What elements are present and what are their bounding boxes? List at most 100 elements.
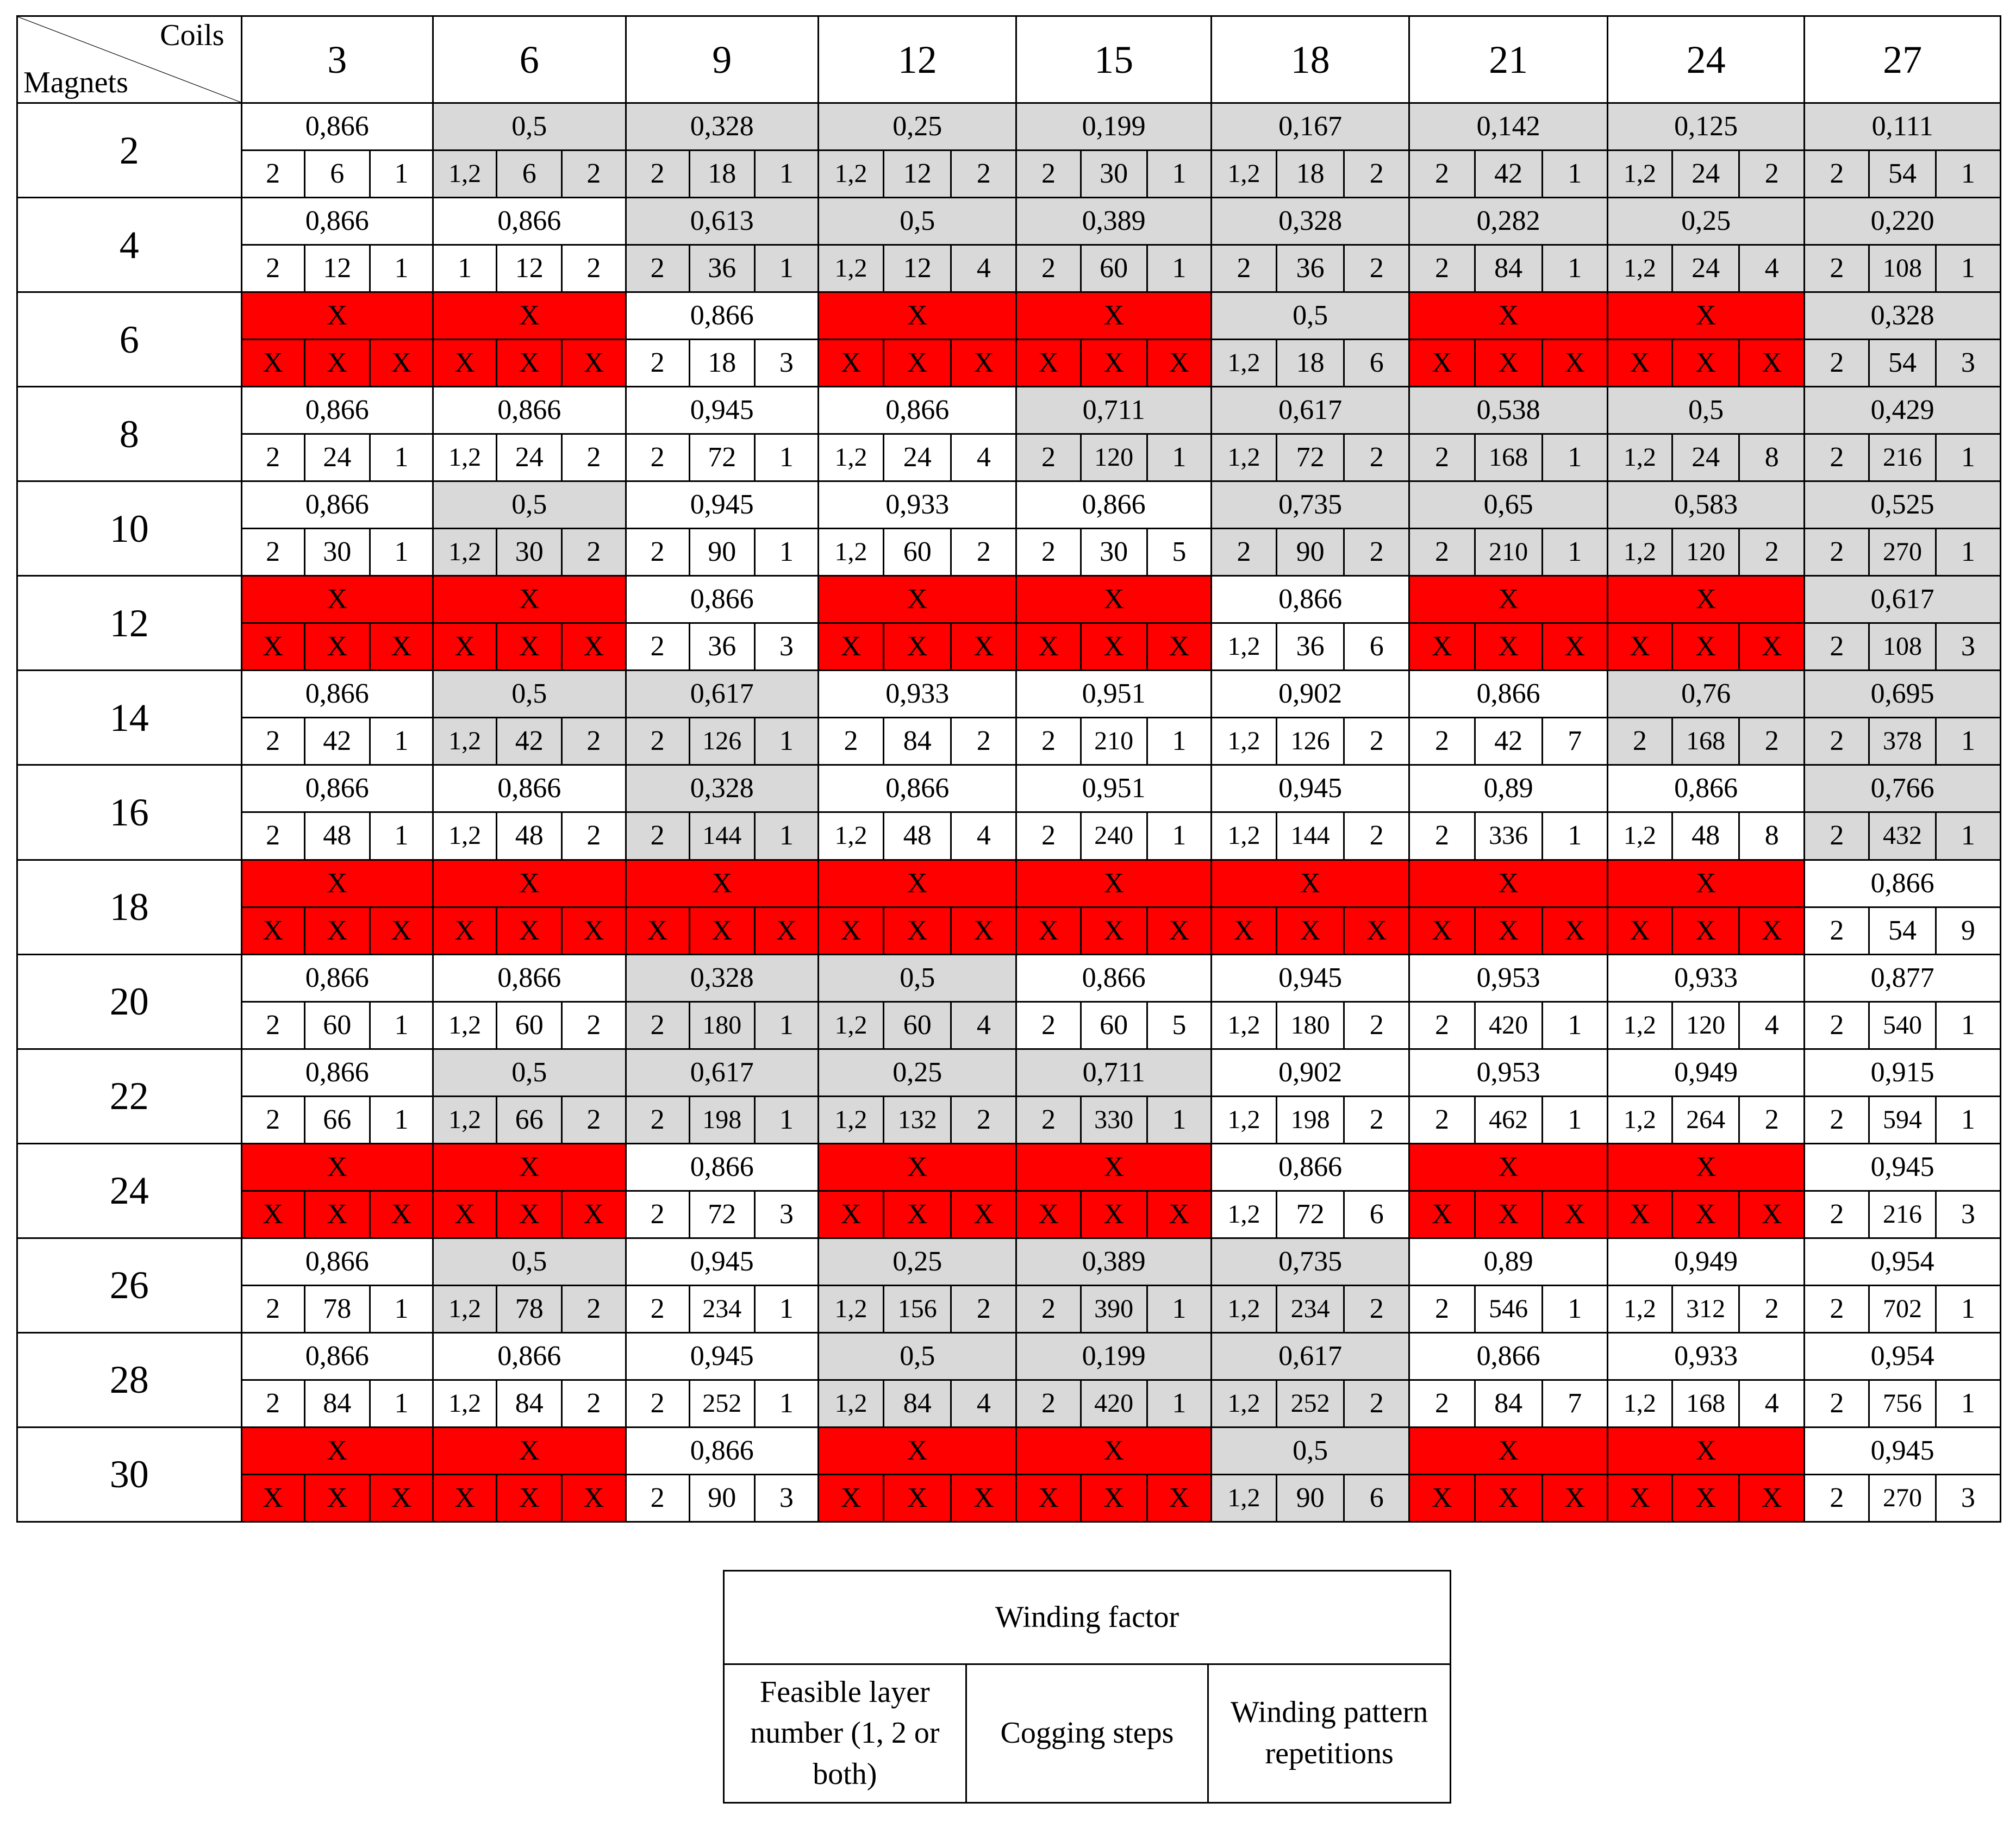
magnets-label: 10 (16, 480, 242, 577)
pattern-repetitions-cell: X (1541, 1473, 1608, 1523)
pattern-repetitions-cell: 1 (369, 528, 434, 577)
cogging-steps-cell: 78 (303, 1284, 371, 1334)
winding-factor-cell: X (1015, 291, 1212, 341)
layer-number-cell: 1,2 (1210, 1473, 1278, 1523)
layer-number-cell: 1,2 (432, 1379, 498, 1428)
cogging-steps-cell: 144 (1276, 811, 1345, 861)
pattern-repetitions-cell: 2 (561, 1284, 627, 1334)
cogging-steps-cell: 72 (1276, 433, 1345, 483)
winding-factor-cell: 0,125 (1606, 102, 1806, 152)
pattern-repetitions-cell: 1 (1934, 433, 2002, 483)
layer-number-cell: 1,2 (1210, 1379, 1278, 1428)
layer-number-cell: 2 (1408, 433, 1476, 483)
pattern-repetitions-cell: 1 (753, 149, 819, 199)
pattern-repetitions-cell: X (1146, 1473, 1212, 1523)
pattern-repetitions-cell: 2 (1343, 811, 1410, 861)
pattern-repetitions-cell: 5 (1146, 528, 1212, 577)
cogging-steps-cell: 18 (1276, 149, 1345, 199)
cogging-steps-cell: 210 (1079, 717, 1148, 766)
layer-number-cell: 2 (625, 1000, 690, 1050)
winding-factor-cell: 0,695 (1803, 669, 2001, 719)
pattern-repetitions-cell: 3 (1934, 1190, 2002, 1239)
layer-number-cell: 2 (1408, 1379, 1476, 1428)
layer-number-cell: 2 (625, 1095, 690, 1144)
pattern-repetitions-cell: 1 (1541, 1095, 1608, 1144)
layer-number-cell: 1,2 (817, 149, 885, 199)
winding-factor-cell: 0,538 (1408, 386, 1608, 435)
winding-factor-cell: X (1408, 1426, 1608, 1475)
winding-factor-cell: 0,866 (432, 197, 627, 246)
winding-factor-cell: 0,5 (1606, 386, 1806, 435)
cogging-steps-cell: 216 (1868, 1190, 1937, 1239)
winding-factor-cell: 0,617 (1210, 386, 1410, 435)
cogging-steps-cell: 60 (883, 528, 952, 577)
winding-factor-cell: 0,866 (240, 1048, 434, 1097)
cogging-steps-cell: 234 (688, 1284, 756, 1334)
cogging-steps-cell: 144 (688, 811, 756, 861)
pattern-repetitions-cell: 2 (561, 244, 627, 293)
pattern-repetitions-cell: 2 (1738, 1095, 1806, 1144)
pattern-repetitions-cell: 4 (950, 1379, 1018, 1428)
winding-factor-cell: 0,933 (1606, 1331, 1806, 1381)
layer-number-cell: X (1408, 1190, 1476, 1239)
layer-number-cell: 2 (1408, 528, 1476, 577)
pattern-repetitions-cell: 1 (753, 528, 819, 577)
winding-factor-cell: 0,953 (1408, 1048, 1608, 1097)
winding-factor-cell: X (240, 859, 434, 908)
pattern-repetitions-cell: 3 (1934, 622, 2002, 672)
cogging-steps-cell: X (688, 906, 756, 955)
cogging-steps-cell: 48 (1671, 811, 1740, 861)
cogging-steps-cell: 180 (688, 1000, 756, 1050)
winding-factor-cell: 0,866 (240, 102, 434, 152)
pattern-repetitions-cell: 6 (1343, 1190, 1410, 1239)
detail-row: 2 24 1 1,2 24 2 2 72 1 1,2 24 4 2 120 1 1,2 72 2 2 168 1 1,2 2… (17, 433, 2002, 483)
layer-number-cell: 1,2 (1210, 1000, 1278, 1050)
cogging-steps-cell: X (1671, 1190, 1740, 1239)
pattern-repetitions-cell: 1 (369, 244, 434, 293)
layer-number-cell: 1,2 (817, 528, 885, 577)
pattern-repetitions-cell: 2 (1343, 149, 1410, 199)
pattern-repetitions-cell: 2 (1343, 244, 1410, 293)
layer-number-cell: X (1210, 906, 1278, 955)
pattern-repetitions-cell: X (1146, 1190, 1212, 1239)
coils-header-3: 3 (240, 15, 434, 104)
pattern-repetitions-cell: 2 (561, 149, 627, 199)
cogging-steps-cell: X (303, 622, 371, 672)
cogging-steps-cell: 216 (1868, 433, 1937, 483)
pattern-repetitions-cell: 2 (1738, 717, 1806, 766)
winding-factor-cell: 0,199 (1015, 102, 1212, 152)
corner-header: Coils Magnets (16, 15, 242, 104)
layer-number-cell: X (817, 1473, 885, 1523)
layer-number-cell: X (817, 339, 885, 388)
pattern-repetitions-cell: X (369, 622, 434, 672)
cogging-steps-cell: 120 (1671, 1000, 1740, 1050)
layer-number-cell: 2 (240, 1379, 305, 1428)
winding-factor-cell: 0,25 (1606, 197, 1806, 246)
cogging-steps-cell: 36 (688, 244, 756, 293)
cogging-steps-cell: X (1079, 622, 1148, 672)
winding-factor-cell: 0,866 (817, 386, 1018, 435)
winding-factor-cell: 0,866 (1210, 1142, 1410, 1192)
winding-factor-cell: 0,735 (1210, 480, 1410, 530)
winding-factor-cell: 0,735 (1210, 1237, 1410, 1286)
pattern-repetitions-cell: 2 (561, 528, 627, 577)
layer-number-cell: 1,2 (432, 1000, 498, 1050)
cogging-steps-cell: 312 (1671, 1284, 1740, 1334)
cogging-steps-cell: 198 (1276, 1095, 1345, 1144)
layer-number-cell: X (1606, 1473, 1674, 1523)
cogging-steps-cell: 84 (1474, 244, 1543, 293)
winding-factor-cell: 0,954 (1803, 1237, 2001, 1286)
layer-number-cell: 1,2 (817, 244, 885, 293)
coils-header-9: 9 (625, 15, 819, 104)
pattern-repetitions-cell: X (950, 622, 1018, 672)
coils-header-24: 24 (1606, 15, 1806, 104)
layer-number-cell: 1,2 (1606, 528, 1674, 577)
detail-row: 2 12 1 1 12 2 2 36 1 1,2 12 4 2 60 1 2 36 2 2 84 1 1,2 24 4 2 108… (17, 244, 2002, 293)
cogging-steps-cell: 72 (688, 1190, 756, 1239)
winding-factor-cell: X (1606, 1142, 1806, 1192)
winding-factor-cell: 0,954 (1803, 1331, 2001, 1381)
pattern-repetitions-cell: 1 (369, 1000, 434, 1050)
winding-factor-cell: 0,945 (1803, 1142, 2001, 1192)
pattern-repetitions-cell: 1 (753, 811, 819, 861)
winding-factor-cell: 0,933 (1606, 953, 1806, 1003)
